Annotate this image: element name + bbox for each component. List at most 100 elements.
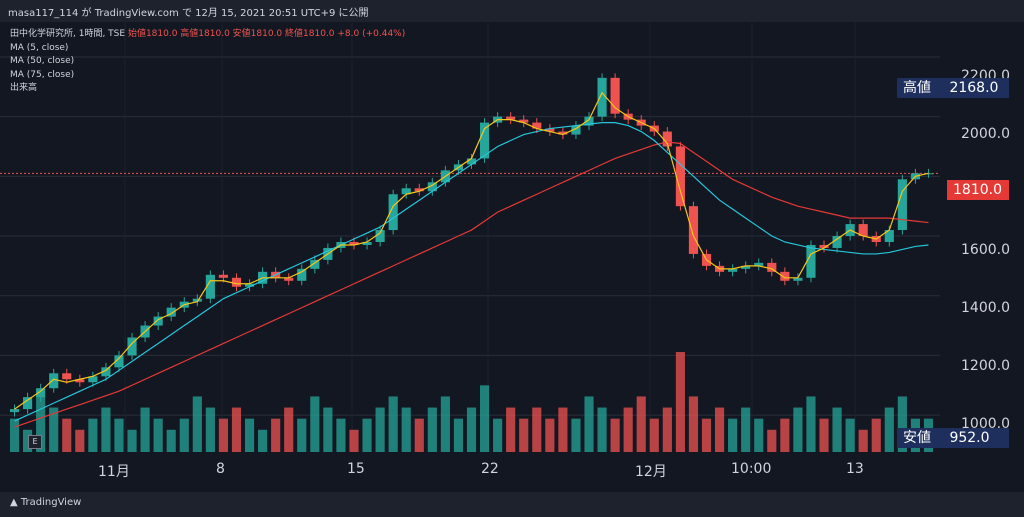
candle-body (297, 268, 307, 281)
volume-bar (323, 407, 333, 452)
symbol-info: 田中化学研究所, 1時間, TSE (10, 29, 126, 39)
low-label: 安値 (903, 430, 931, 446)
volume-bar (440, 396, 450, 452)
candle-body (688, 206, 699, 254)
volume-bar (166, 429, 176, 452)
candle-body (532, 122, 542, 129)
candle-body (88, 376, 98, 383)
volume-bar (297, 418, 307, 452)
volume-bar (401, 407, 411, 452)
candle-body (362, 241, 372, 245)
volume-bar (23, 429, 33, 452)
volume-bar (9, 418, 20, 452)
candle-body (114, 355, 124, 368)
date-label-8: 8 (216, 461, 225, 477)
candle-body (375, 230, 385, 242)
volume-bar (466, 407, 477, 452)
volume-bar (62, 418, 72, 452)
price-tick-1200: 1200.0 (961, 358, 1010, 374)
tv-logo-icon: ▲ (10, 497, 21, 508)
price-tick-1600: 1600.0 (961, 242, 1010, 258)
volume-bar (88, 418, 98, 452)
date-label-dec: 12月 (635, 464, 667, 480)
candle-body (597, 77, 607, 117)
volume-bar (675, 352, 685, 452)
volume-bar (375, 407, 385, 452)
volume-bar (271, 418, 281, 452)
candle-body (832, 236, 842, 248)
legend-ma50[interactable]: MA (50, close) (10, 56, 75, 66)
candle-body (166, 307, 176, 317)
date-label-13: 13 (846, 461, 864, 477)
candle-body (127, 337, 137, 356)
candle-body (675, 146, 685, 207)
candle-body (36, 388, 46, 398)
volume-bar (571, 418, 581, 452)
price-tick-1400: 1400.0 (961, 300, 1010, 316)
candle-body (427, 182, 437, 192)
candle-body (401, 188, 411, 195)
volume-bar (493, 418, 503, 452)
publish-info: masa117_114 が TradingView.com で 12月 15, … (8, 8, 369, 19)
candle-body (519, 119, 529, 123)
legend-volume[interactable]: 出来高 (10, 83, 38, 93)
ohlc-values: 始値1810.0 高値1810.0 安値1810.0 終値1810.0 +8.0… (127, 29, 406, 39)
low-value: 952.0 (949, 430, 990, 446)
date-label-1000: 10:00 (731, 461, 772, 477)
candle-body (610, 77, 620, 114)
volume-bar (858, 429, 868, 452)
legend-symbol-row: 田中化学研究所, 1時間, TSE 始値1810.0 高値1810.0 安値18… (10, 28, 405, 42)
ma50-line (14, 122, 929, 422)
volume-bar (284, 407, 294, 452)
candle-body (9, 409, 20, 413)
volume-bar (584, 396, 594, 452)
high-label: 高値 (903, 80, 931, 96)
candle-body (662, 131, 672, 147)
volume-bar (140, 407, 150, 452)
volume-bar (310, 396, 320, 452)
e-button[interactable]: E (28, 435, 42, 449)
legend-ma75[interactable]: MA (75, close) (10, 69, 75, 80)
price-tick-2000: 2000.0 (961, 126, 1010, 142)
tradingview-logo[interactable]: ▲ TradingView (10, 497, 81, 508)
volume-bar (427, 407, 437, 452)
chart-legend: 田中化学研究所, 1時間, TSE 始値1810.0 高値1810.0 安値18… (10, 28, 405, 96)
volume-bar (558, 407, 568, 452)
candle-body (858, 224, 868, 237)
volume-bar (36, 396, 46, 452)
volume-bar (479, 385, 490, 452)
volume-bar (845, 418, 855, 452)
candle-body (479, 122, 490, 159)
candle-body (218, 274, 228, 278)
volume-bar (101, 407, 111, 452)
candle-body (571, 125, 581, 135)
volume-bar (414, 418, 424, 452)
volume-bar (597, 407, 607, 452)
candle-body (244, 283, 255, 287)
volume-bar (545, 418, 555, 452)
candle-body (793, 277, 803, 281)
candle-body (819, 244, 829, 248)
volume-bar (688, 396, 699, 452)
low-badge: 安値 952.0 (897, 428, 1009, 448)
high-badge: 高値 2168.0 (897, 78, 1009, 98)
ma75-line (14, 141, 929, 428)
volume-bar (231, 407, 242, 452)
candle-body (388, 194, 398, 231)
volume-bar (127, 429, 137, 452)
candle-body (558, 131, 568, 135)
volume-bar (884, 407, 894, 452)
high-value: 2168.0 (949, 80, 999, 96)
current-price-badge: 1810.0 (947, 180, 1009, 200)
volume-bar (114, 418, 124, 452)
volume-bar (532, 407, 542, 452)
legend-ma5[interactable]: MA (5, close) (10, 42, 69, 53)
volume-bar (336, 418, 346, 452)
volume-bar (780, 418, 790, 452)
candle-body (101, 367, 111, 377)
volume-bar (192, 396, 202, 452)
volume-bar (649, 418, 659, 452)
volume-bar (75, 429, 85, 452)
date-label-nov: 11月 (98, 464, 130, 480)
volume-bar (258, 429, 268, 452)
